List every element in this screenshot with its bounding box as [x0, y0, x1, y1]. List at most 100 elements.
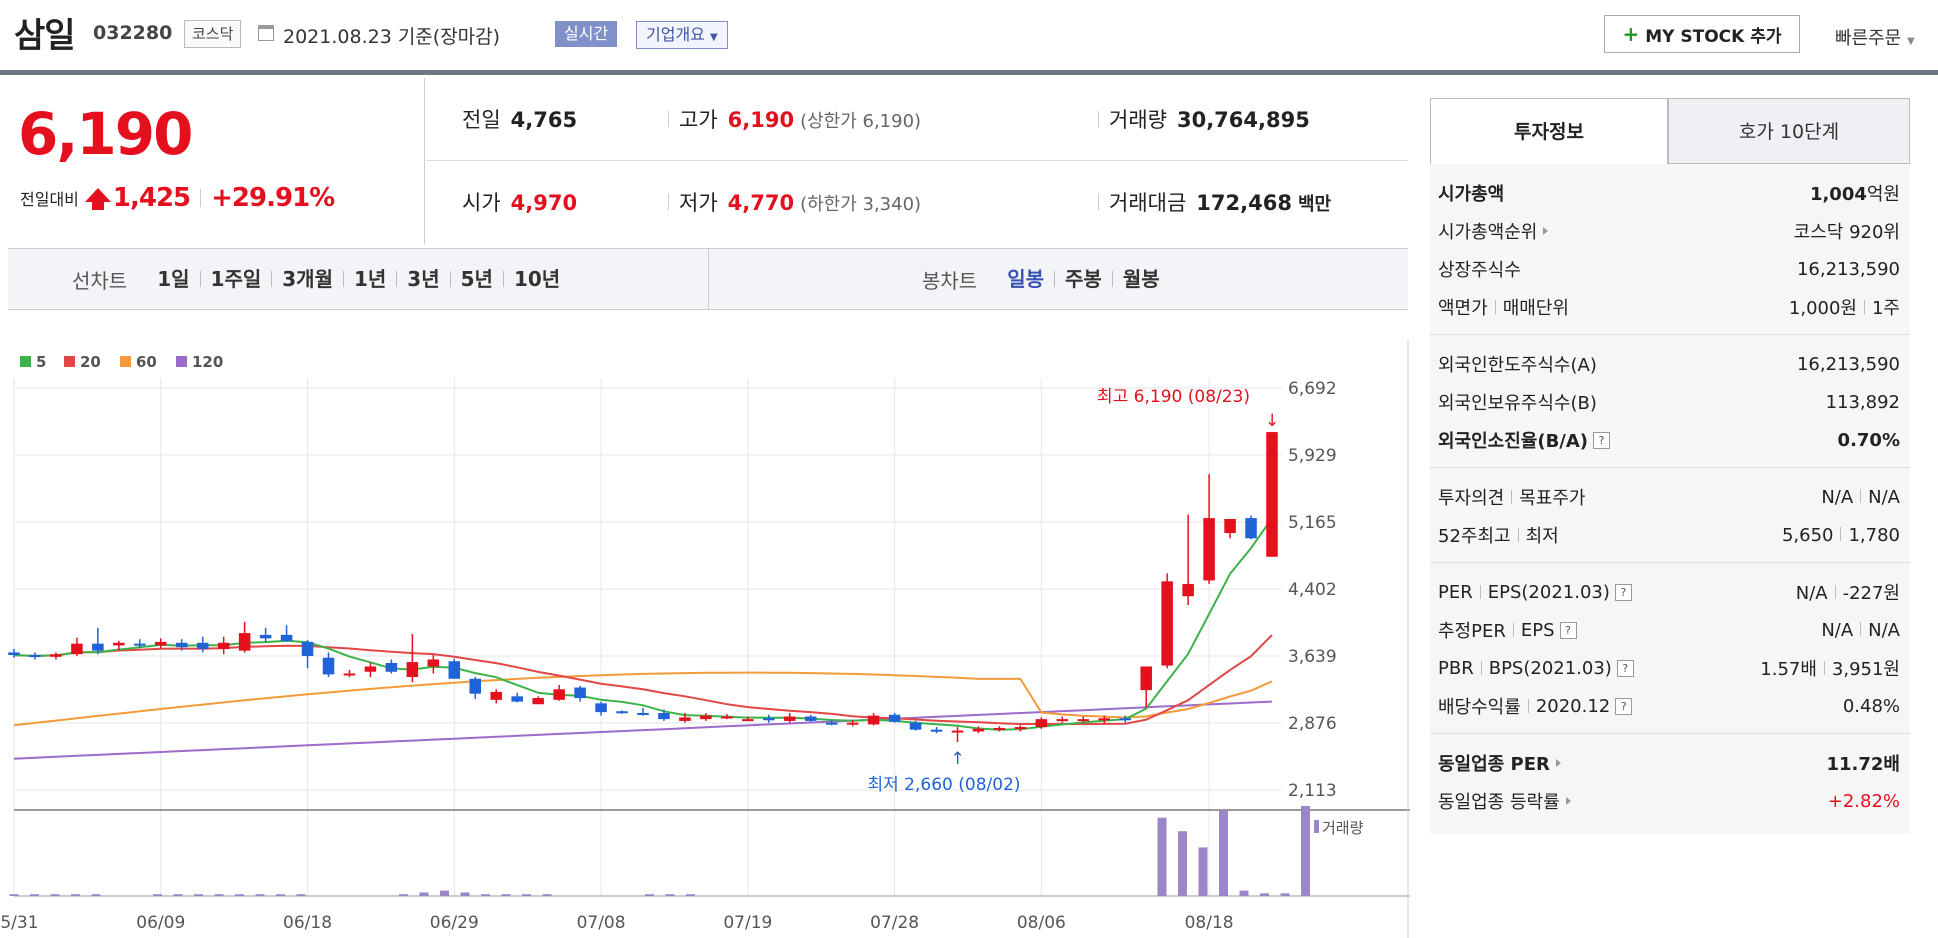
legend-label: 60: [136, 353, 157, 371]
market-badge: 코스닥: [184, 20, 242, 48]
side-body: 시가총액 1,004억원 시가총액순위 코스닥 920위 상장주식수 16,21…: [1430, 164, 1910, 834]
realtime-button[interactable]: 실시간: [555, 21, 618, 47]
volume-bar: [1280, 893, 1290, 896]
amount-unit: 백만: [1297, 194, 1332, 215]
volume-bar: [399, 894, 408, 896]
tab-3y[interactable]: 3년: [397, 269, 451, 289]
foreign-limit-value: 16,213,590: [1796, 353, 1900, 375]
est-eps-value: N/A: [1868, 619, 1900, 641]
candle-body: [364, 666, 377, 672]
candle-body: [259, 634, 272, 639]
help-icon[interactable]: ?: [1593, 431, 1611, 449]
divider: [668, 194, 669, 210]
header-divider: [0, 70, 1938, 75]
market-cap-value: 1,004: [1809, 184, 1867, 205]
y-tick-label: 4,402: [1288, 580, 1337, 600]
info-row: 추정PER EPS? N/A N/A: [1438, 611, 1900, 649]
side-tabs: 투자정보 호가 10단계: [1430, 98, 1910, 164]
target-price-value: N/A: [1868, 486, 1900, 508]
chevron-down-icon: ▼: [1906, 36, 1915, 47]
help-icon[interactable]: ?: [1615, 697, 1633, 715]
market-cap-rank-link[interactable]: 시가총액순위: [1438, 218, 1549, 244]
tab-3m[interactable]: 3개월: [272, 269, 344, 289]
volume-bar: [440, 890, 449, 896]
opinion-label: 투자의견: [1438, 488, 1505, 509]
volume-bar: [194, 894, 203, 896]
info-row: 외국인소진율(B/A)? 0.70%: [1438, 421, 1900, 459]
tab-weekly[interactable]: 주봉: [1055, 269, 1113, 289]
sector-change-value: +2.82%: [1827, 790, 1900, 812]
candle-body: [637, 713, 649, 716]
volume-bar: [665, 894, 675, 896]
candle-body: [113, 642, 125, 646]
volume-bar: [501, 894, 511, 896]
price-box: 6,190 전일대비 1,425 +29.91%: [8, 78, 425, 244]
tab-5y[interactable]: 5년: [451, 269, 504, 289]
sector-group: 동일업종 PER 11.72배 동일업종 등락률 +2.82%: [1430, 734, 1910, 828]
legend-label: 20: [80, 353, 101, 371]
eps-value: -227원: [1842, 583, 1900, 604]
quick-order-link[interactable]: 빠른주문 ▼: [1835, 24, 1915, 50]
candle-body: [553, 689, 565, 700]
volume-bar: [419, 892, 429, 896]
tab-monthly[interactable]: 월봉: [1122, 267, 1160, 291]
valuation-group: PER EPS(2021.03)? N/A -227원 추정PER EPS? N/A N…: [1430, 563, 1910, 734]
tab-daily[interactable]: 일봉: [997, 269, 1056, 289]
tab-1d[interactable]: 1일: [147, 269, 201, 289]
candle-body: [280, 634, 293, 642]
tab-1y[interactable]: 1년: [344, 269, 398, 289]
sector-per-link[interactable]: 동일업종 PER: [1438, 750, 1561, 776]
line-chart-tabs: 선차트 1일 1주일 3개월 1년 3년 5년 10년: [72, 249, 570, 309]
volume-label: 거래량: [1109, 108, 1167, 132]
legend-swatch: [176, 356, 187, 367]
candle-body: [301, 641, 314, 656]
volume-bar: [1178, 831, 1187, 896]
candle-body: [385, 662, 398, 672]
help-icon[interactable]: ?: [1614, 583, 1632, 601]
amount-label: 거래대금: [1109, 191, 1187, 215]
tab-investment-info[interactable]: 투자정보: [1430, 98, 1668, 164]
base-date: 2021.08.23 기준(장마감): [283, 26, 501, 48]
help-icon[interactable]: ?: [1559, 621, 1577, 639]
chart-background: [0, 340, 1410, 938]
low-annotation: 최저 2,660 (08/02): [868, 775, 1021, 795]
est-per-value: N/A: [1821, 619, 1854, 641]
divider: [200, 189, 202, 207]
tab-1w[interactable]: 1주일: [201, 269, 273, 289]
chevron-right-icon: [1543, 227, 1549, 235]
sector-change-link[interactable]: 동일업종 등락률: [1438, 788, 1571, 814]
stock-name: 삼일: [14, 16, 76, 56]
candle-body: [1014, 727, 1027, 730]
mystock-add-button[interactable]: + MY STOCK 추가: [1604, 15, 1800, 53]
high-annotation: 최고 6,190 (08/23): [1097, 387, 1250, 407]
candle-body: [427, 659, 440, 667]
candle-body: [616, 711, 628, 714]
chevron-right-icon: [1565, 797, 1571, 805]
candle-body: [930, 729, 943, 732]
candle-body: [700, 715, 712, 720]
candle-body: [1140, 666, 1152, 691]
tab-orderbook[interactable]: 호가 10단계: [1668, 98, 1910, 164]
info-row: 시가총액 1,004억원: [1438, 174, 1900, 212]
company-overview-button[interactable]: 기업개요 ▼: [636, 21, 728, 49]
candle-body: [972, 728, 985, 732]
eps-label: EPS(2021.03): [1487, 581, 1610, 603]
candle-body: [993, 727, 1006, 730]
chevron-right-icon: [1555, 759, 1561, 767]
tab-10y[interactable]: 10년: [513, 267, 561, 291]
divider: [1098, 111, 1099, 127]
candle-body: [763, 718, 775, 721]
market-cap-rank-label: 시가총액순위: [1438, 222, 1538, 243]
candle-body: [406, 662, 419, 678]
legend-label: 5: [36, 353, 46, 371]
candle-body: [804, 716, 817, 721]
trade-amount: 거래대금 172,468 백만: [1098, 187, 1331, 217]
price-change: 전일대비 1,425 +29.91%: [20, 183, 335, 213]
volume-bar: [1239, 890, 1249, 896]
calendar-icon: [258, 25, 274, 41]
volume-bar: [255, 894, 265, 896]
volume-bar: [276, 894, 285, 896]
sector-change-label: 동일업종 등락률: [1438, 792, 1560, 813]
help-icon[interactable]: ?: [1616, 659, 1634, 677]
candle-body: [8, 652, 20, 656]
